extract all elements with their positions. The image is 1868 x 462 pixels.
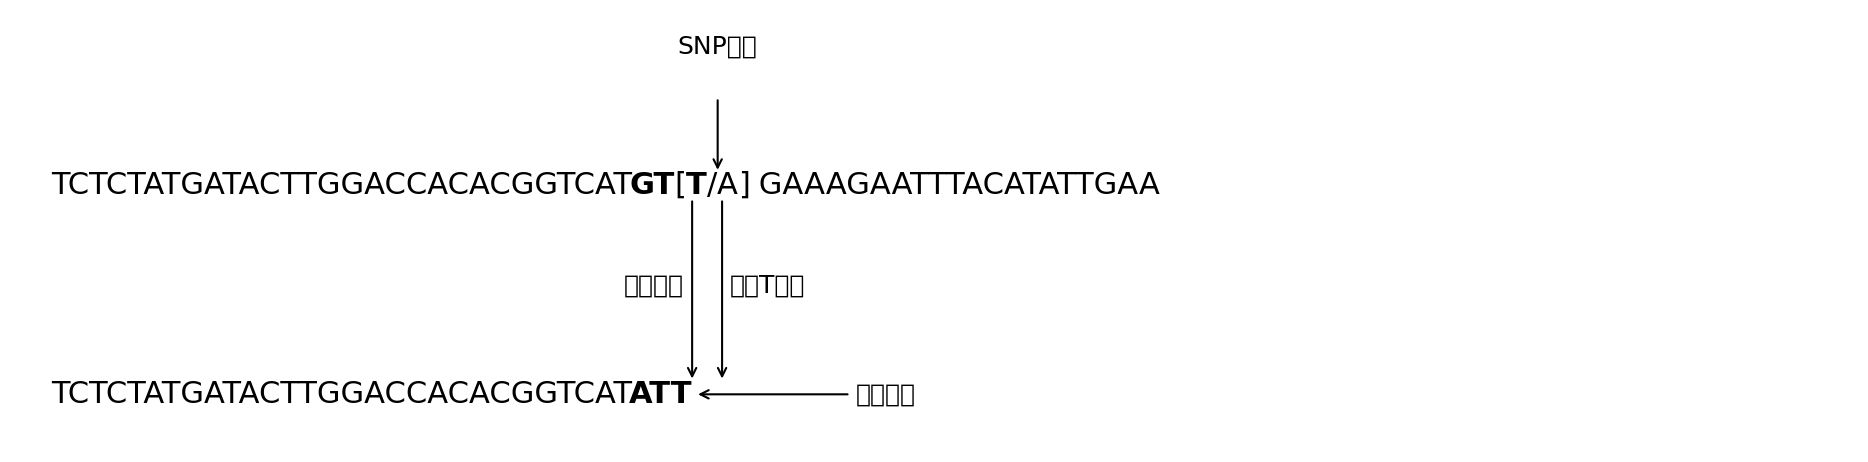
Text: A: A bbox=[717, 171, 738, 200]
Text: [: [ bbox=[674, 171, 686, 200]
Text: TCTCTATGATACTTGGACCACACGGTCAT: TCTCTATGATACTTGGACCACACGGTCAT bbox=[50, 171, 631, 200]
Text: GAAAGAATTTACATATTGAA: GAAAGAATTTACATATTGAA bbox=[749, 171, 1160, 200]
Text: GT: GT bbox=[630, 171, 674, 200]
Text: SNP类型: SNP类型 bbox=[678, 35, 758, 59]
Text: 引物序列: 引物序列 bbox=[856, 383, 915, 406]
Text: 选择T类型: 选择T类型 bbox=[730, 274, 805, 298]
Text: T: T bbox=[686, 171, 706, 200]
Text: TCTCTATGATACTTGGACCACACGGTCAT: TCTCTATGATACTTGGACCACACGGTCAT bbox=[50, 380, 631, 409]
Text: ]: ] bbox=[738, 171, 749, 200]
Text: ATT: ATT bbox=[630, 380, 693, 409]
Text: 引入错配: 引入错配 bbox=[624, 274, 684, 298]
Text: /: / bbox=[706, 171, 717, 200]
